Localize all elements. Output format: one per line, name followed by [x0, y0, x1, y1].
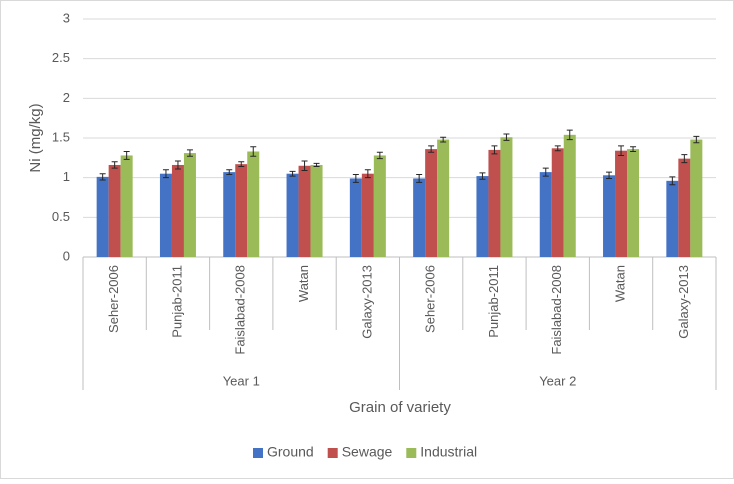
- error-bar: [226, 169, 233, 175]
- x-axis-title: Grain of variety: [349, 399, 451, 416]
- x-tick-label: Seher-2006: [106, 265, 121, 333]
- bar: [666, 180, 679, 257]
- x-tick-label: Watan: [612, 265, 627, 302]
- error-bar: [630, 146, 637, 152]
- legend-label: Ground: [267, 444, 314, 460]
- error-bar: [669, 176, 676, 186]
- error-bar: [693, 135, 700, 144]
- error-bar: [606, 171, 613, 179]
- group-label: Year 1: [223, 373, 260, 388]
- x-tick-label: Galaxy-2013: [676, 265, 691, 339]
- bar: [488, 149, 501, 257]
- bar: [373, 155, 386, 257]
- error-bar: [313, 162, 320, 168]
- bar: [223, 172, 236, 257]
- error-bar: [162, 169, 169, 179]
- bar: [247, 151, 260, 257]
- error-bar: [99, 173, 106, 181]
- bar: [361, 173, 374, 257]
- error-bar: [440, 136, 447, 143]
- legend-label: Sewage: [342, 444, 393, 460]
- legend-swatch: [406, 448, 417, 458]
- error-bar: [289, 170, 296, 177]
- bar: [551, 148, 564, 257]
- y-tick-label: 1.5: [52, 129, 70, 144]
- x-tick-label: Seher-2006: [423, 265, 438, 333]
- error-bar: [123, 150, 130, 160]
- error-bar: [186, 149, 193, 157]
- y-tick-label: 2.5: [52, 50, 70, 65]
- error-bar: [554, 145, 561, 152]
- bar: [476, 176, 489, 257]
- legend-label: Industrial: [420, 444, 477, 460]
- y-tick-label: 2: [63, 90, 70, 105]
- bar: [627, 149, 640, 257]
- bar: [539, 172, 552, 257]
- bar: [563, 134, 576, 257]
- legend-swatch: [327, 448, 338, 458]
- legend-swatch: [253, 448, 263, 458]
- x-tick-label: Punjab-2011: [486, 265, 501, 338]
- error-bar: [301, 160, 308, 172]
- bar: [235, 164, 248, 257]
- x-tick-label: Galaxy-2013: [359, 265, 374, 339]
- bar: [413, 178, 426, 257]
- error-bar: [416, 173, 423, 183]
- bar: [108, 164, 121, 257]
- error-bar: [479, 172, 486, 180]
- bar: [615, 150, 628, 257]
- error-bar: [352, 173, 359, 183]
- bar: [183, 153, 196, 257]
- error-bar: [542, 167, 549, 177]
- error-bar: [491, 145, 498, 155]
- y-tick-label: 3: [63, 10, 70, 25]
- error-bar: [566, 129, 573, 141]
- error-bar: [376, 151, 383, 160]
- bar: [603, 175, 616, 257]
- x-tick-label: Watan: [296, 265, 311, 302]
- error-bar: [681, 154, 688, 164]
- bar: [159, 173, 172, 257]
- bar: [96, 176, 109, 257]
- error-bar: [618, 145, 625, 156]
- error-bar: [428, 145, 435, 153]
- bar: [500, 137, 513, 257]
- error-bar: [111, 161, 118, 169]
- error-bar: [250, 146, 257, 157]
- bar: [286, 173, 299, 257]
- bar: [171, 164, 184, 257]
- bar: [120, 155, 133, 257]
- y-tick-label: 0.5: [52, 209, 70, 224]
- bar: [678, 158, 691, 257]
- group-label: Year 2: [539, 373, 576, 388]
- bar: [437, 139, 450, 257]
- error-bar: [174, 160, 181, 170]
- bar: [298, 165, 311, 257]
- y-axis-title: Ni (mg/kg): [27, 103, 44, 172]
- error-bar: [238, 161, 245, 168]
- bar: [690, 139, 703, 257]
- y-tick-label: 0: [63, 248, 70, 263]
- bar: [349, 178, 362, 257]
- error-bar: [364, 169, 371, 179]
- x-tick-label: Faislabad-2008: [233, 265, 248, 355]
- x-tick-label: Faislabad-2008: [549, 265, 564, 355]
- bar: [425, 149, 438, 257]
- x-tick-label: Punjab-2011: [169, 265, 184, 338]
- error-bar: [503, 133, 510, 141]
- bar: [310, 164, 323, 257]
- y-tick-label: 1: [63, 169, 70, 184]
